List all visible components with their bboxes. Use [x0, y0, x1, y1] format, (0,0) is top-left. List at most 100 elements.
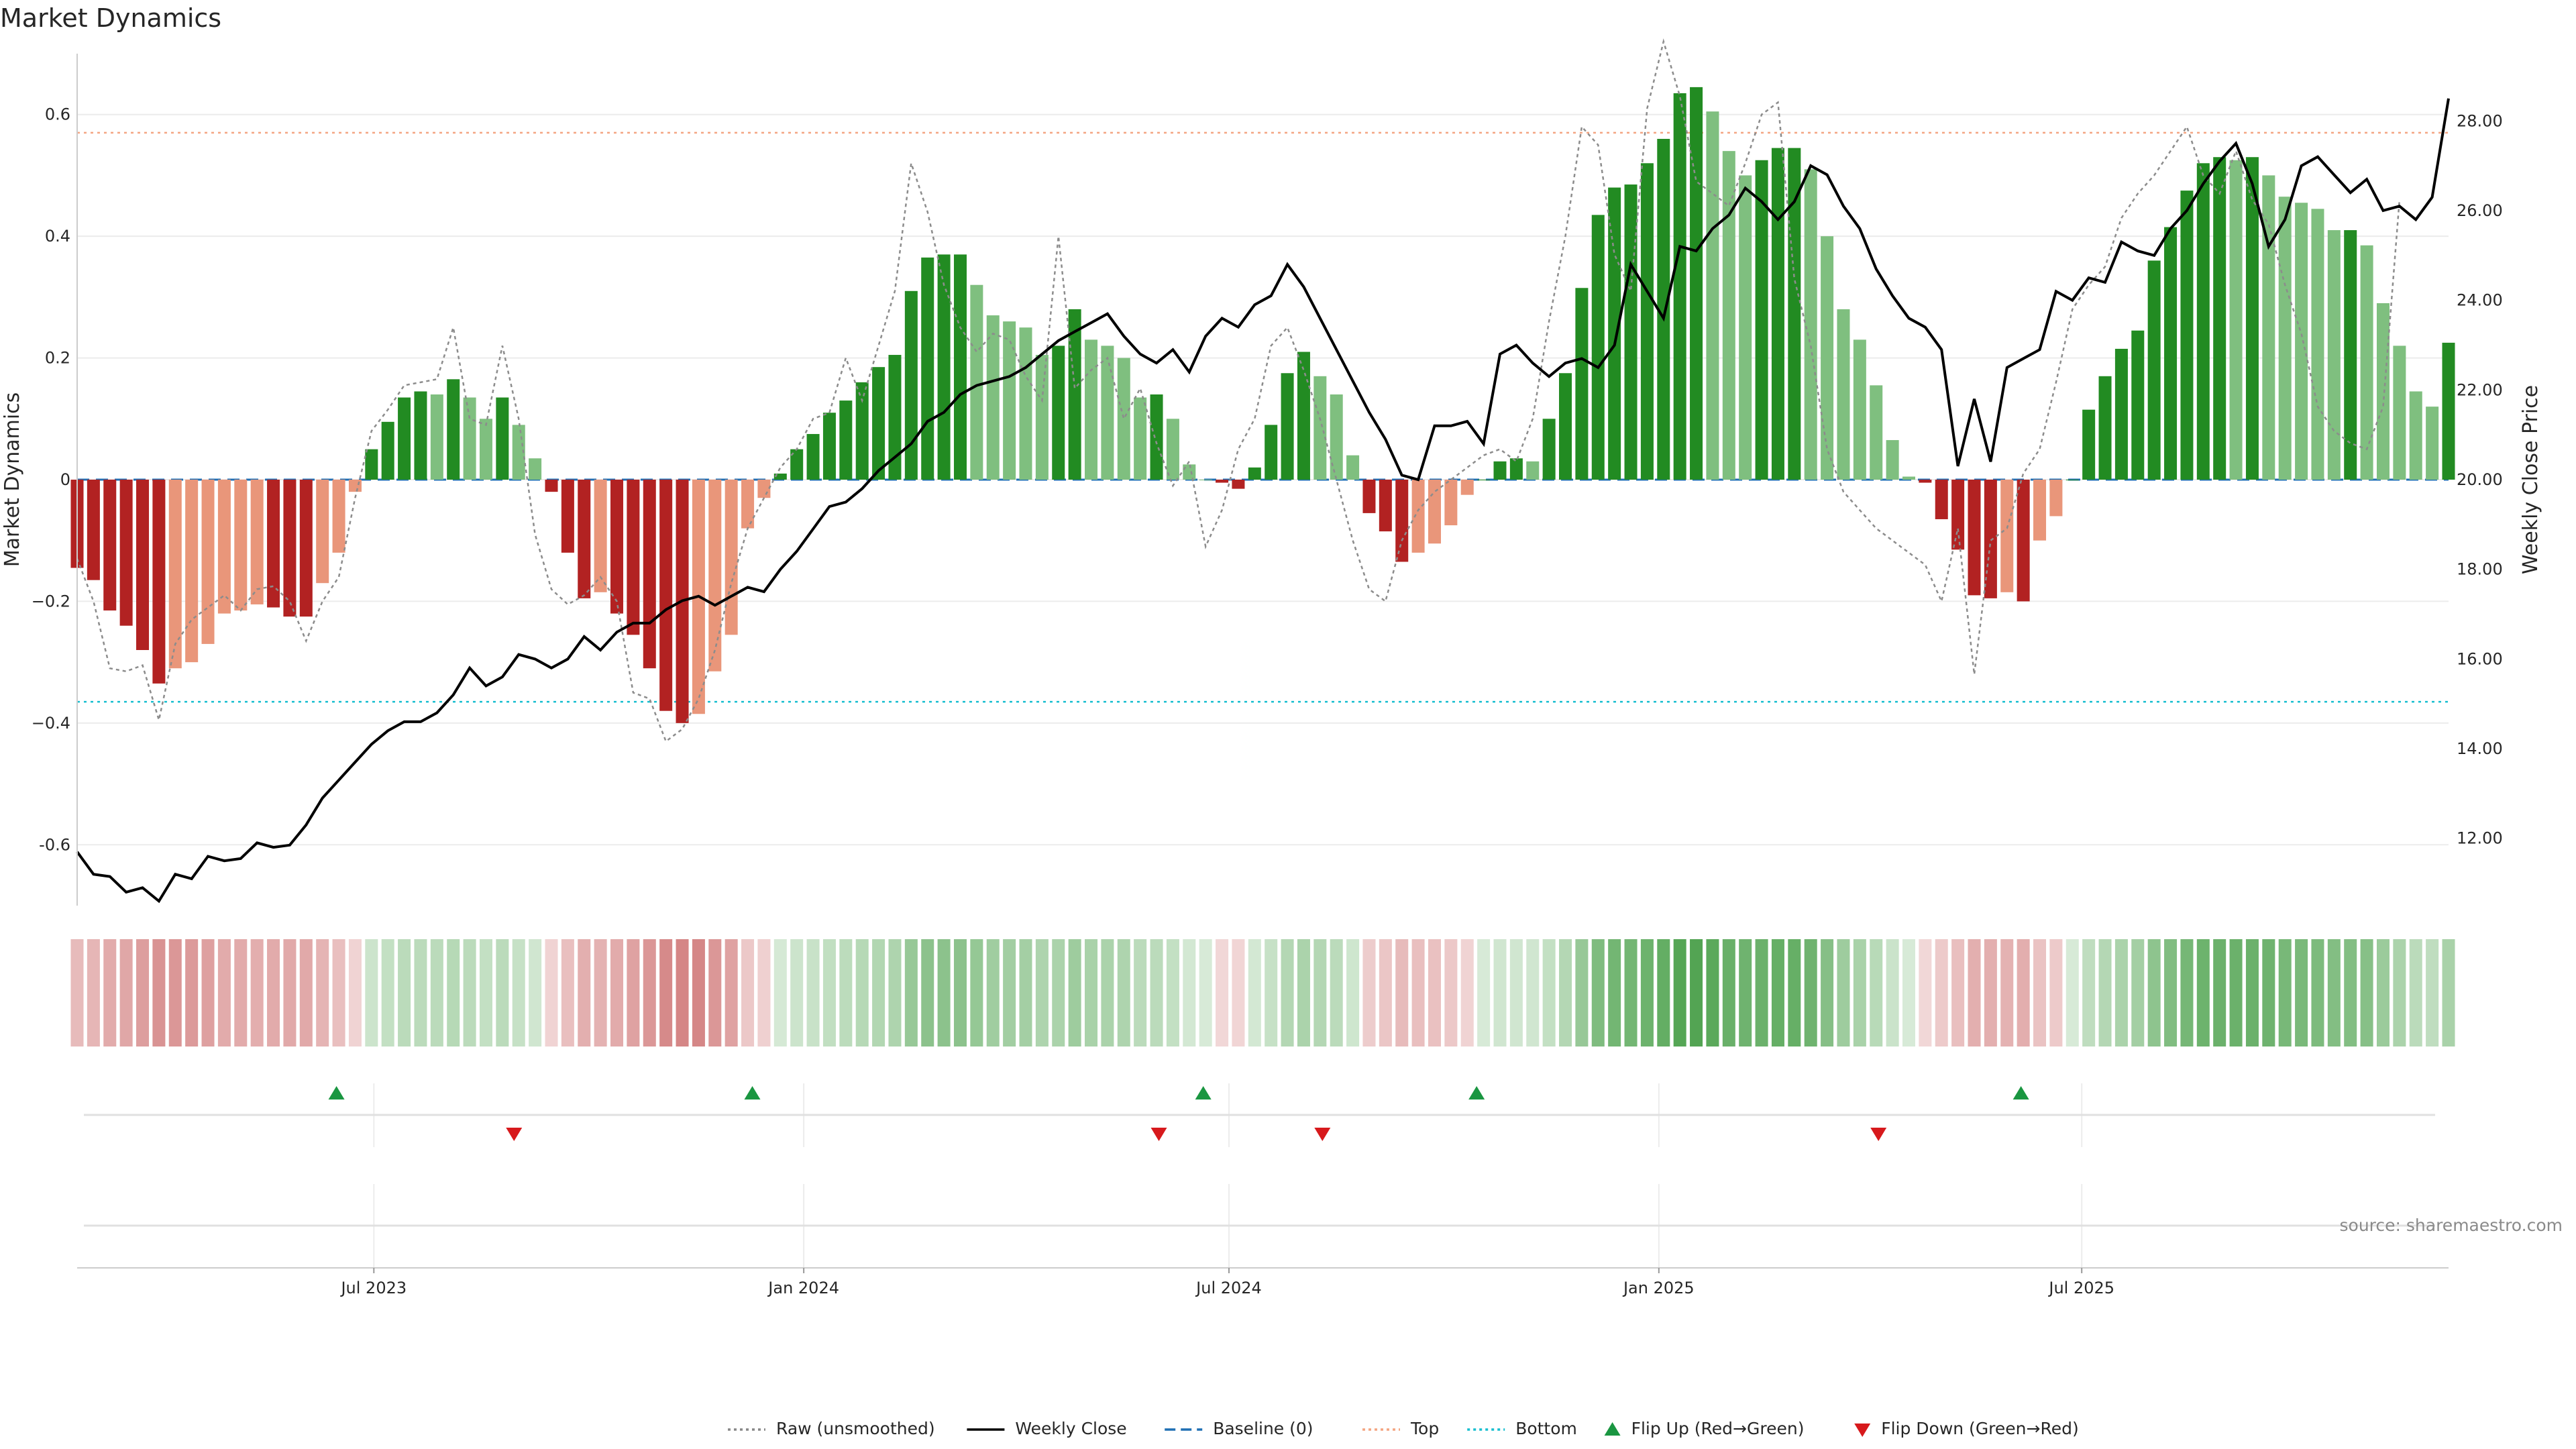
- regime-strip-cell: [1019, 939, 1032, 1046]
- dynamics-bar: [1771, 148, 1784, 480]
- dynamics-bar: [2213, 157, 2226, 480]
- x-tick-label: Jan 2024: [767, 1279, 839, 1297]
- dynamics-bar: [1428, 480, 1441, 544]
- regime-strip-cell: [201, 939, 215, 1046]
- regime-strip-cell: [152, 939, 166, 1046]
- dynamics-bar: [1216, 480, 1229, 483]
- regime-strip-cell: [250, 939, 264, 1046]
- regime-strip-cell: [1035, 939, 1049, 1046]
- regime-strip-cell: [1003, 939, 1016, 1046]
- regime-strip-cell: [2213, 939, 2226, 1046]
- regime-strip-cell: [1411, 939, 1425, 1046]
- regime-strip-cell: [692, 939, 705, 1046]
- flip-down-marker: [1150, 1128, 1167, 1141]
- regime-strip-cell: [643, 939, 656, 1046]
- flip-up-marker: [744, 1086, 761, 1099]
- regime-strip-cell: [447, 939, 460, 1046]
- dynamics-bar: [1706, 111, 1719, 480]
- regime-strip-cell: [659, 939, 673, 1046]
- dynamics-bar: [1035, 355, 1049, 480]
- legend-label-baseline: Baseline (0): [1213, 1419, 1313, 1438]
- dynamics-bar: [937, 254, 951, 480]
- legend-item-close: Weekly Close: [967, 1419, 1127, 1438]
- dynamics-bar: [2262, 175, 2275, 480]
- regime-strip-cell: [1690, 939, 1703, 1046]
- regime-strip-cell: [103, 939, 117, 1046]
- regime-strip-cell: [1886, 939, 1899, 1046]
- regime-strip-cell: [1395, 939, 1409, 1046]
- regime-strip-cell: [790, 939, 804, 1046]
- dynamics-bar: [578, 480, 591, 598]
- regime-strip-cell: [578, 939, 591, 1046]
- legend-item-raw: Raw (unsmoothed): [728, 1419, 935, 1438]
- source-credit: source: sharemaestro.com: [2340, 1216, 2563, 1235]
- regime-strip-cell: [414, 939, 427, 1046]
- regime-strip-cell: [806, 939, 820, 1046]
- regime-strip-cell: [1362, 939, 1376, 1046]
- dynamics-bar: [1411, 480, 1425, 553]
- regime-strip-cell: [332, 939, 345, 1046]
- regime-strip-cell: [1935, 939, 1948, 1046]
- dynamics-bar: [185, 480, 199, 663]
- regime-strip-cell: [594, 939, 607, 1046]
- regime-strip-cell: [855, 939, 869, 1046]
- series-lines: [76, 38, 2450, 904]
- dynamics-bar: [398, 397, 411, 480]
- regime-strip-cell: [1755, 939, 1768, 1046]
- flip-markers-panel: [84, 1083, 2435, 1268]
- regime-strip-cell: [2409, 939, 2422, 1046]
- regime-strip-cell: [512, 939, 525, 1046]
- y-right-axis-label: Weekly Close Price: [2519, 385, 2542, 574]
- dynamics-bar: [316, 480, 329, 584]
- dynamics-bar: [872, 367, 885, 480]
- y-right-tick-label: 26.00: [2457, 201, 2503, 220]
- regime-strip-cell: [348, 939, 362, 1046]
- regime-strip-cell: [1968, 939, 1981, 1046]
- flip-down-marker: [1870, 1128, 1887, 1141]
- dynamics-bar: [2442, 342, 2455, 480]
- y-right-tick-label: 28.00: [2457, 111, 2503, 130]
- dynamics-bar: [1902, 476, 1915, 480]
- regime-strip-cell: [708, 939, 722, 1046]
- regime-strip-cell: [1281, 939, 1294, 1046]
- regime-strip-cell: [1297, 939, 1310, 1046]
- regime-strip-cell: [1853, 939, 1866, 1046]
- regime-strip-cell: [1313, 939, 1327, 1046]
- dynamics-bar: [1248, 467, 1261, 480]
- x-tick-label: Jul 2024: [1195, 1279, 1262, 1297]
- dynamics-bar: [1297, 352, 1310, 480]
- regime-strip-cell: [87, 939, 100, 1046]
- dynamics-bar: [1542, 419, 1556, 480]
- dynamics-bar: [839, 400, 853, 480]
- regime-strip-cell: [2065, 939, 2079, 1046]
- dynamics-bar: [708, 480, 722, 672]
- regime-strip-cell: [610, 939, 624, 1046]
- dynamics-bar: [627, 480, 640, 635]
- flip-up-marker: [1468, 1086, 1485, 1099]
- regime-strip-cell: [2376, 939, 2390, 1046]
- dynamics-bar: [381, 421, 394, 480]
- dynamics-bar: [855, 382, 869, 480]
- legend-label-flip_up: Flip Up (Red→Green): [1631, 1419, 1805, 1438]
- regime-strip-cell: [1085, 939, 1098, 1046]
- dynamics-bar: [1493, 461, 1507, 480]
- regime-strip-cell: [398, 939, 411, 1046]
- dynamics-bar: [1968, 480, 1981, 596]
- dynamics-bar: [103, 480, 117, 611]
- dynamics-bar: [888, 355, 902, 480]
- dynamics-bar: [1575, 288, 1589, 480]
- dynamics-bar: [2376, 303, 2390, 480]
- regime-strip-cell: [1330, 939, 1343, 1046]
- regime-strip-cell: [2262, 939, 2275, 1046]
- y-left-tick-label: −0.4: [32, 714, 70, 733]
- dynamics-bar: [1052, 345, 1065, 480]
- regime-strip-cell: [1722, 939, 1735, 1046]
- legend-item-bottom: Bottom: [1467, 1419, 1577, 1438]
- regime-strip-cell: [2114, 939, 2128, 1046]
- legend-item-flip_up: Flip Up (Red→Green): [1604, 1419, 1805, 1438]
- dynamics-bar: [659, 480, 673, 711]
- dynamics-bar: [1788, 148, 1801, 480]
- legend-swatch-flip_up: [1604, 1422, 1621, 1436]
- y-left-axis-label: Market Dynamics: [1, 392, 24, 568]
- dynamics-bar: [2311, 209, 2324, 480]
